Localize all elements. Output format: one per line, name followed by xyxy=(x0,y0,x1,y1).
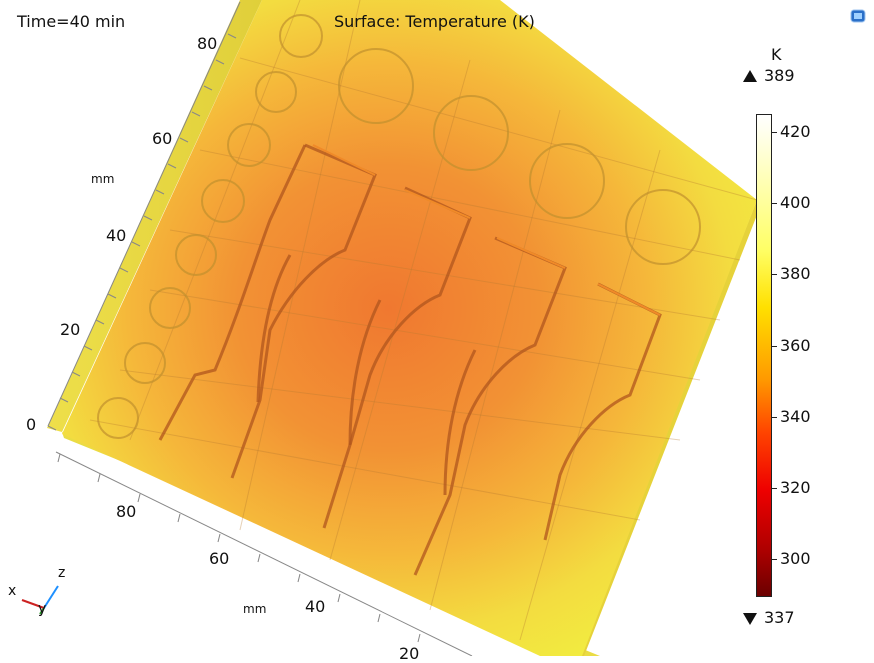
circular-features xyxy=(97,14,701,439)
left-axis-unit: mm xyxy=(91,172,115,186)
bottom-axis-unit: mm xyxy=(243,602,267,616)
colorbar-tick-mark xyxy=(771,416,777,418)
edge-highlights xyxy=(312,144,661,316)
triad-x-label: x xyxy=(8,583,17,599)
left-tick-80: 80 xyxy=(197,34,218,53)
left-tick-20: 20 xyxy=(60,320,81,339)
capsule-features xyxy=(158,143,662,576)
slab-top-surface xyxy=(62,0,757,656)
bottom-tick-80: 80 xyxy=(116,502,137,521)
comsol-logo-icon xyxy=(850,8,866,23)
bottom-tick-60: 60 xyxy=(209,549,230,568)
colorbar-tick-label: 320 xyxy=(780,478,811,498)
triangle-down-icon xyxy=(742,611,758,630)
colorbar-tick-label: 380 xyxy=(780,264,811,284)
time-label: Time=40 min xyxy=(17,12,126,31)
left-tick-0: 0 xyxy=(26,415,37,434)
colorbar-tick-label: 340 xyxy=(780,406,811,426)
colorbar-tick-mark xyxy=(771,131,777,133)
colorbar xyxy=(756,114,772,597)
colorbar-tick-mark xyxy=(771,488,777,490)
colorbar-tick-mark xyxy=(771,274,777,276)
left-tick-40: 40 xyxy=(106,226,127,245)
left-tick-60: 60 xyxy=(152,129,173,148)
triangle-up-icon xyxy=(742,68,758,87)
left-axis-ruler xyxy=(47,1,241,431)
plot-title: Surface: Temperature (K) xyxy=(334,12,535,31)
colorbar-max-label: 389 xyxy=(764,66,795,85)
bottom-tick-40: 40 xyxy=(305,597,326,616)
colorbar-min-label: 337 xyxy=(764,608,795,627)
triad-z-label: z xyxy=(58,565,66,581)
colorbar-tick-label: 360 xyxy=(780,335,811,355)
slab-left-side xyxy=(47,0,262,432)
colorbar-tick-mark xyxy=(771,203,777,205)
colorbar-tick-mark xyxy=(771,559,777,561)
bottom-tick-20: 20 xyxy=(399,644,420,663)
bottom-axis-ruler xyxy=(55,451,473,656)
triad-y-label: y xyxy=(38,601,47,617)
axis-triad xyxy=(21,585,59,615)
colorbar-unit: K xyxy=(771,45,782,64)
colorbar-tick-mark xyxy=(771,345,777,347)
colorbar-tick-label: 400 xyxy=(780,193,811,213)
colorbar-tick-label: 420 xyxy=(780,121,811,141)
colorbar-tick-label: 300 xyxy=(780,549,811,569)
